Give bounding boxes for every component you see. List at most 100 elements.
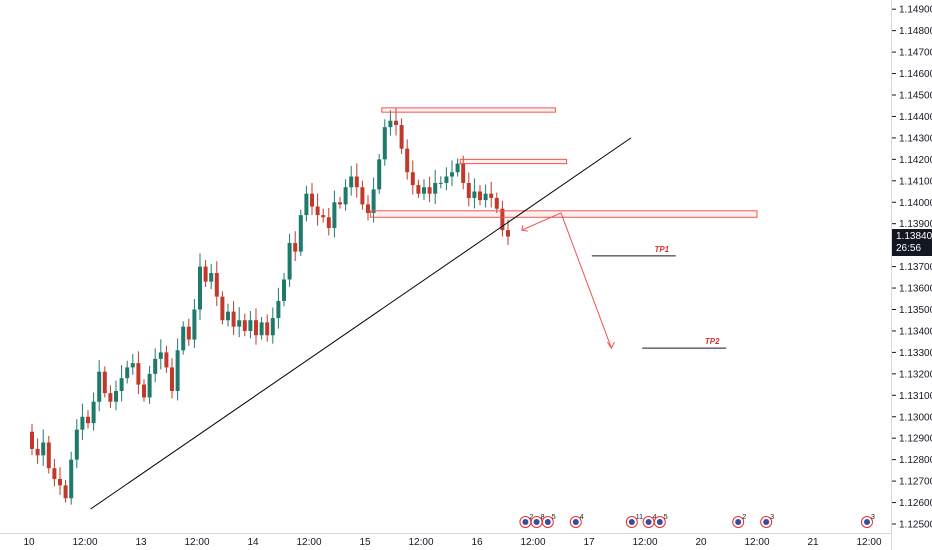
time-tick-label: 16 xyxy=(471,537,483,548)
time-tick-label: 12:00 xyxy=(520,537,545,548)
event-flag-center xyxy=(645,519,652,525)
candle-bullish xyxy=(192,309,197,340)
event-flag-center xyxy=(522,519,529,525)
candle-bullish xyxy=(259,322,264,336)
candle-bullish xyxy=(433,182,438,194)
candle-bearish xyxy=(220,296,225,321)
event-flag-center xyxy=(864,519,870,525)
trendline xyxy=(90,137,632,510)
price-tick-label: 1.12800 xyxy=(899,455,932,466)
candle-bearish xyxy=(321,215,326,218)
candle-bullish xyxy=(388,120,393,128)
price-tick-label: 1.14200 xyxy=(899,155,932,166)
event-flag-center xyxy=(656,519,663,525)
candle-bearish xyxy=(293,243,298,252)
candle-bearish xyxy=(63,485,68,499)
candle-bearish xyxy=(354,176,359,188)
event-flag-center xyxy=(533,519,540,525)
price-tick-label: 1.12500 xyxy=(899,520,932,531)
price-axis[interactable]: 1.14900 1.14800 1.14700 1.14600 1.14500 1.144… xyxy=(892,5,932,531)
event-count: 5 xyxy=(552,514,556,521)
candle-bullish xyxy=(198,266,202,310)
time-tick-label: 12:00 xyxy=(296,537,321,548)
candle-bearish xyxy=(500,208,505,231)
price-tick-label: 1.12700 xyxy=(899,477,932,488)
event-count: 4 xyxy=(580,514,584,521)
drawing-layer: TP1 TP2 xyxy=(90,107,758,510)
price-tick-label: 1.14700 xyxy=(899,48,932,59)
price-tick-label: 1.14500 xyxy=(899,91,932,102)
time-tick-label: 14 xyxy=(247,537,259,548)
time-tick-label: 10 xyxy=(23,537,35,548)
candle-bearish xyxy=(86,416,90,424)
price-tick-label: 1.14300 xyxy=(899,133,932,144)
price-tick-label: 1.13100 xyxy=(899,391,932,402)
time-tick-label: 12:00 xyxy=(856,537,881,548)
candle-bearish xyxy=(170,367,174,392)
candle-bullish xyxy=(69,459,74,499)
candle-bullish xyxy=(371,189,376,213)
candle-bearish xyxy=(186,326,191,340)
projection-arrow-path xyxy=(521,212,612,349)
candle-bearish xyxy=(35,448,40,456)
price-tick-label: 1.13600 xyxy=(899,284,932,295)
candle-bearish xyxy=(52,468,57,479)
candle-bearish xyxy=(102,371,107,394)
time-tick-label: 20 xyxy=(695,537,707,548)
candle-bullish xyxy=(450,172,454,177)
candle-bearish xyxy=(265,322,270,336)
candle-bearish xyxy=(326,217,331,228)
candle-bearish xyxy=(399,125,404,149)
candle-bearish xyxy=(394,120,398,126)
candle-bearish xyxy=(366,204,370,213)
projection-start-marker xyxy=(521,225,528,232)
candle-bullish xyxy=(158,352,163,359)
price-tick-label: 1.14000 xyxy=(899,198,932,209)
event-flag-center xyxy=(628,519,635,525)
time-tick-label: 17 xyxy=(583,537,595,548)
candle-bullish xyxy=(119,378,124,392)
target-label: TP1 xyxy=(654,245,669,254)
time-tick-label: 15 xyxy=(359,537,371,548)
candle-bearish xyxy=(231,311,236,327)
candle-bullish xyxy=(226,311,230,321)
candle-bullish xyxy=(125,367,130,379)
candle-bearish xyxy=(427,187,432,194)
candle-bullish xyxy=(270,318,275,336)
price-tick-label: 1.13000 xyxy=(899,412,932,423)
candle-bullish xyxy=(74,429,79,460)
price-tick-label: 1.13400 xyxy=(899,326,932,337)
candle-bullish xyxy=(175,350,180,392)
candle-bullish xyxy=(147,373,152,398)
candle-bullish xyxy=(91,401,96,424)
event-count: 11 xyxy=(636,514,643,521)
candlestick-series xyxy=(30,107,510,505)
time-tick-label: 12:00 xyxy=(632,537,657,548)
price-tick-label: 1.13300 xyxy=(899,348,932,359)
bar-countdown: 26:56 xyxy=(896,243,921,254)
candle-bullish xyxy=(343,187,348,205)
time-axis[interactable]: 10 12:00 13 12:00 14 12:00 15 12:00 16 12:00 17 12:… xyxy=(23,537,882,548)
candle-bearish xyxy=(214,273,219,297)
candle-bullish xyxy=(349,176,354,188)
candle-bullish xyxy=(282,279,286,301)
event-flag-center xyxy=(735,519,742,525)
event-flag-center xyxy=(572,519,579,525)
event-count: 5 xyxy=(664,514,668,521)
candle-bullish xyxy=(237,320,242,327)
candle-bearish xyxy=(338,202,342,205)
candle-bearish xyxy=(164,352,169,368)
candle-bullish xyxy=(153,358,158,374)
candle-bearish xyxy=(360,187,365,205)
candle-bullish xyxy=(41,442,46,456)
candle-bearish xyxy=(506,230,510,237)
price-tick-label: 1.14100 xyxy=(899,176,932,187)
candle-bullish xyxy=(377,159,382,190)
candle-bearish xyxy=(136,363,141,385)
candle-bullish xyxy=(332,202,337,228)
price-tick-label: 1.13500 xyxy=(899,305,932,316)
time-tick-label: 12:00 xyxy=(744,537,769,548)
candle-bearish xyxy=(142,384,146,398)
